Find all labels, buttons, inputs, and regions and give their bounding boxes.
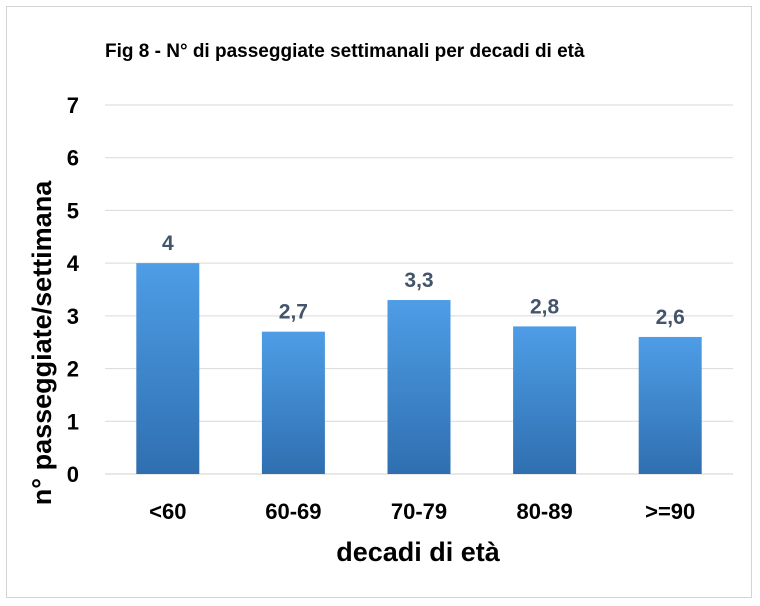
bar [261, 331, 325, 474]
bar [387, 300, 451, 474]
y-tick-label: 6 [67, 146, 79, 171]
y-tick-label: 5 [67, 198, 79, 223]
y-axis-ticks: 0 1 2 3 4 5 6 7 [67, 93, 80, 487]
x-axis-title: decadi di età [336, 537, 501, 567]
x-category-label: 80-89 [516, 499, 572, 524]
bars [136, 263, 702, 474]
chart-title: Fig 8 - N° di passeggiate settimanali pe… [105, 41, 585, 62]
bar [136, 263, 200, 474]
y-tick-label: 2 [67, 357, 79, 382]
x-category-label: >=90 [645, 499, 695, 524]
y-tick-label: 4 [67, 251, 80, 276]
x-axis-categories: <60 60-69 70-79 80-89 >=90 [149, 499, 695, 524]
data-label: 2,7 [279, 301, 308, 324]
bar [638, 336, 702, 474]
x-category-label: 70-79 [391, 499, 447, 524]
y-tick-label: 3 [67, 304, 79, 329]
data-labels: 4 2,7 3,3 2,8 2,6 [162, 232, 685, 329]
data-label: 3,3 [404, 269, 433, 292]
data-label: 2,6 [656, 306, 685, 329]
y-tick-label: 0 [67, 462, 79, 487]
x-category-label: 60-69 [265, 499, 321, 524]
y-axis-title: n° passeggiate/settimana [27, 180, 57, 505]
data-label: 2,8 [530, 295, 560, 318]
gridlines [105, 104, 733, 475]
y-tick-label: 1 [67, 409, 79, 434]
data-label: 4 [162, 232, 174, 255]
x-category-label: <60 [149, 499, 186, 524]
bar [513, 326, 577, 474]
y-tick-label: 7 [67, 93, 79, 118]
